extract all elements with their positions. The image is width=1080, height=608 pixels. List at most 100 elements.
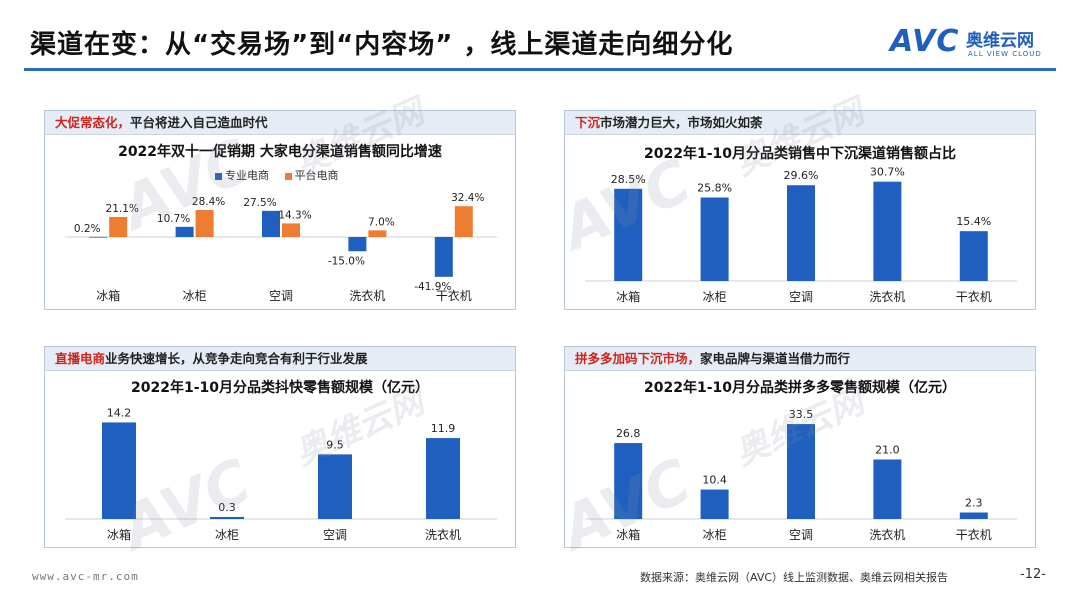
bar-洗衣机 (426, 438, 460, 519)
category-label: 冰柜 (183, 289, 207, 303)
panel-lower-tier-share: 下沉市场潜力巨大，市场如火如荼 2022年1-10月分品类销售中下沉渠道销售额占… (564, 110, 1036, 310)
panel-header-text: 业务快速增长，从竞争走向竞合有利于行业发展 (105, 351, 368, 366)
category-label: 空调 (323, 528, 347, 542)
bar-冰箱 (614, 443, 643, 519)
logo-cn-name: 奥维云网 (966, 31, 1034, 51)
category-label: 冰箱 (107, 527, 131, 542)
footer-url: www.avc-mr.com (32, 570, 139, 583)
panel-channel-growth: 大促常态化，平台将进入自己造血时代 2022年双十一促销期 大家电分渠道销售额同… (44, 110, 516, 310)
bar-平台电商-空调 (282, 223, 300, 237)
category-label: 冰柜 (703, 528, 727, 542)
chart-title: 2022年1-10月分品类抖快零售额规模（亿元） (131, 380, 429, 396)
category-label: 洗衣机 (869, 527, 905, 542)
chart-title: 2022年1-10月分品类销售中下沉渠道销售额占比 (644, 146, 956, 162)
bar-专业电商-冰箱 (89, 236, 108, 238)
category-label: 洗衣机 (425, 527, 461, 542)
bar-专业电商-干衣机 (434, 237, 453, 277)
chart-share-svg: 28.5% 冰箱 25.8% 冰柜 29.6% 空调 30.7% 洗衣机 15.4% 干衣机 (585, 166, 1017, 304)
data-label: 27.5% (243, 197, 276, 209)
bar-空调 (787, 185, 815, 281)
legend-swatch (215, 172, 222, 180)
category-label: 空调 (789, 528, 813, 542)
category-label: 干衣机 (436, 288, 472, 303)
data-label: 28.5% (611, 173, 646, 186)
panel-header-highlight: 直播电商 (55, 351, 106, 366)
data-label: 7.0% (368, 216, 395, 228)
data-label: -41.9% (414, 281, 451, 293)
legend-item-platform: 平台电商 (284, 169, 339, 182)
footer-source: 数据来源：奥维云网（AVC）线上监测数据、奥维云网相关报告 (640, 571, 949, 584)
data-label: 28.4% (192, 196, 225, 208)
bar-冰箱 (102, 422, 136, 519)
data-label: 0.2% (74, 223, 101, 235)
bar-平台电商-洗衣机 (368, 230, 387, 237)
logo-mark: AVC (890, 24, 960, 59)
category-label: 冰箱 (96, 288, 120, 303)
data-label: -15.0% (328, 255, 365, 267)
data-label: 11.9 (431, 422, 456, 435)
data-label: 26.8 (616, 427, 641, 440)
data-label: 30.7% (870, 166, 905, 179)
panel-header-highlight: 大促常态化， (55, 115, 131, 130)
data-label: 21.0 (875, 444, 900, 457)
legend-label: 专业电商 (225, 169, 269, 182)
data-label: 0.3 (218, 501, 236, 514)
panel-header: 下沉市场潜力巨大，市场如火如荼 (565, 111, 1035, 135)
bar-干衣机 (959, 512, 988, 519)
bar-冰柜 (210, 516, 244, 519)
bar-平台电商-冰箱 (109, 216, 128, 237)
data-label: 2.3 (965, 496, 983, 509)
data-label: 32.4% (451, 192, 484, 204)
panel-header-text: 市场潜力巨大，市场如火如荼 (600, 115, 763, 130)
data-label: 10.7% (157, 213, 190, 225)
panel-pinduoduo: 拼多多加码下沉市场，家电品牌与渠道当借力而行 2022年1-10月分品类拼多多零… (564, 346, 1036, 548)
page-number: -12- (1020, 567, 1046, 582)
avc-logo: AVC 奥维云网 ALL VIEW CLOUD (890, 20, 1060, 66)
title-divider (24, 68, 1056, 71)
data-label: 14.3% (278, 209, 311, 221)
category-label: 冰箱 (616, 527, 640, 542)
bar-洗衣机 (873, 459, 902, 519)
data-label: 25.8% (697, 182, 732, 195)
bar-专业电商-洗衣机 (348, 237, 367, 252)
category-label: 冰柜 (215, 528, 239, 542)
category-label: 干衣机 (956, 289, 992, 304)
bar-平台电商-冰柜 (195, 210, 214, 237)
data-label: 10.4 (702, 474, 727, 487)
chart-title: 2022年双十一促销期 大家电分渠道销售额同比增速 (118, 144, 442, 160)
chart-growth-svg: 0.2% 21.1% 冰箱 10.7%28.4% 冰柜 27.5%14.3% 空调 -15.0… (65, 192, 497, 303)
panel-header-highlight: 下沉 (575, 115, 601, 130)
logo-en-name: ALL VIEW CLOUD (968, 50, 1042, 58)
data-label: 15.4% (956, 215, 991, 228)
data-label: 29.6% (784, 169, 819, 182)
category-label: 冰柜 (703, 290, 727, 304)
data-label: 14.2 (107, 406, 132, 419)
chart-title: 2022年1-10月分品类拼多多零售额规模（亿元） (644, 380, 956, 396)
bar-洗衣机 (873, 181, 902, 281)
legend-label: 平台电商 (294, 169, 339, 182)
panel-douyin-kuaishou: 直播电商业务快速增长，从竞争走向竞合有利于行业发展 2022年1-10月分品类抖… (44, 346, 516, 548)
data-label: 21.1% (106, 203, 139, 215)
data-label: 33.5 (789, 408, 814, 421)
category-label: 空调 (269, 289, 293, 303)
bar-干衣机 (959, 231, 988, 281)
panel-header: 大促常态化，平台将进入自己造血时代 (45, 111, 515, 135)
page-title: 渠道在变：从“交易场”到“内容场” ，线上渠道走向细分化 (30, 30, 734, 60)
bar-空调 (318, 454, 352, 519)
bar-专业电商-空调 (262, 210, 280, 237)
chart-pdd-svg: 26.8 冰箱 10.4 冰柜 33.5 空调 21.0 洗衣机 2.3 干衣机 (585, 408, 1017, 542)
panel-header-text: 家电品牌与渠道当借力而行 (700, 351, 851, 366)
bar-冰柜 (700, 197, 729, 281)
legend-item-pro: 专业电商 (215, 169, 269, 182)
category-label: 空调 (789, 290, 813, 304)
chart-legend: 专业电商 平台电商 (215, 167, 351, 183)
panel-header: 直播电商业务快速增长，从竞争走向竞合有利于行业发展 (45, 347, 515, 371)
bar-空调 (787, 424, 815, 519)
category-label: 冰箱 (616, 289, 640, 304)
category-label: 洗衣机 (869, 289, 905, 304)
category-label: 干衣机 (956, 527, 992, 542)
chart-livestream-svg: 14.2 冰箱 0.3 冰柜 9.5 空调 11.9 洗衣机 (65, 406, 497, 542)
bar-专业电商-冰柜 (175, 226, 194, 237)
legend-swatch (284, 172, 292, 180)
panel-header-text: 平台将进入自己造血时代 (130, 115, 268, 130)
